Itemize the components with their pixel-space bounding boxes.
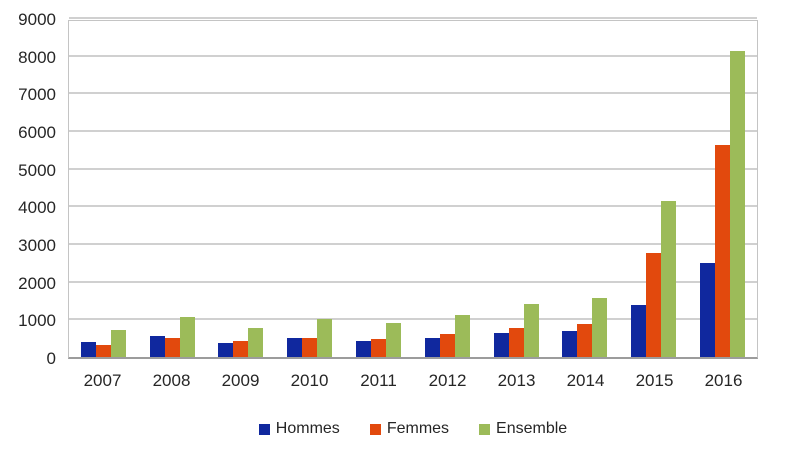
x-tick-label-2009: 2009 [221, 371, 260, 390]
legend-label-ensemble: Ensemble [496, 420, 568, 437]
x-tick-label-2013: 2013 [497, 371, 536, 390]
legend-label-hommes: Hommes [275, 420, 340, 437]
bar-femmes-2012 [439, 334, 455, 357]
bar-group-2016 [688, 21, 757, 357]
bar-hommes-2015 [631, 305, 647, 357]
bar-ensemble-2008 [179, 317, 195, 357]
gridline-2000 [69, 280, 757, 283]
bar-ensemble-2009 [248, 327, 264, 357]
bar-hommes-2014 [562, 330, 578, 357]
gridline-1000 [69, 318, 757, 321]
y-tick-label-2000: 2000 [18, 273, 56, 293]
bar-group-2013 [482, 21, 551, 357]
bar-group-2015 [619, 21, 688, 357]
bar-hommes-2009 [218, 343, 234, 357]
x-tick-label-2014: 2014 [566, 371, 605, 390]
bar-ensemble-2016 [730, 50, 746, 357]
bar-group-2012 [413, 21, 482, 357]
legend: Hommes Femmes Ensemble [68, 420, 758, 438]
x-tick-label-2016: 2016 [704, 371, 743, 390]
bar-femmes-2014 [577, 324, 593, 357]
bar-femmes-2016 [715, 145, 731, 357]
x-tick-label-2007: 2007 [83, 371, 122, 390]
legend-item-femmes: Femmes [369, 420, 450, 438]
y-axis: 0 1000 2000 3000 4000 5000 6000 7000 8000 9000 [0, 11, 56, 368]
y-tick-label-0: 0 [46, 349, 56, 368]
bar-ensemble-2007 [110, 330, 126, 357]
bar-hommes-2011 [356, 341, 372, 357]
y-tick-label-9000: 9000 [18, 10, 56, 29]
x-tick-label-2011: 2011 [360, 371, 397, 390]
bar-group-2007 [69, 21, 138, 357]
bar-femmes-2015 [646, 253, 662, 357]
bar-femmes-2008 [164, 338, 180, 357]
bar-group-2008 [138, 21, 207, 357]
bar-femmes-2010 [302, 337, 318, 357]
bar-group-2009 [207, 21, 276, 357]
x-tick-label-2015: 2015 [635, 371, 674, 390]
bar-hommes-2016 [700, 262, 716, 357]
bar-ensemble-2010 [317, 318, 333, 357]
gridline-8000 [69, 54, 757, 57]
bar-hommes-2012 [424, 337, 440, 357]
legend-swatch-femmes [369, 423, 381, 435]
bar-ensemble-2014 [592, 298, 608, 357]
y-tick-label-4000: 4000 [18, 198, 56, 218]
gridline-7000 [69, 92, 757, 95]
bar-femmes-2009 [233, 341, 249, 357]
plot-area [68, 17, 758, 359]
x-tick-label-2010: 2010 [290, 371, 329, 390]
y-tick-label-8000: 8000 [18, 47, 56, 67]
gridline-5000 [69, 167, 757, 170]
bar-hommes-2008 [149, 336, 165, 357]
bar-hommes-2010 [287, 338, 303, 357]
bar-ensemble-2013 [523, 304, 539, 357]
y-tick-label-1000: 1000 [18, 311, 56, 331]
legend-label-femmes: Femmes [386, 420, 450, 437]
bar-femmes-2013 [508, 328, 524, 357]
bar-group-2011 [344, 21, 413, 357]
gridline-3000 [69, 243, 757, 245]
gridline-6000 [69, 130, 757, 132]
legend-item-ensemble: Ensemble [479, 420, 567, 438]
bar-group-2014 [551, 21, 620, 357]
y-tick-label-6000: 6000 [18, 123, 56, 142]
x-axis: 2007 2008 2009 2010 2011 2012 2013 2014 2015 2016 [68, 371, 758, 391]
bar-femmes-2007 [95, 344, 111, 357]
bar-ensemble-2012 [454, 314, 470, 357]
legend-item-hommes: Hommes [258, 420, 340, 438]
y-tick-label-3000: 3000 [18, 236, 56, 255]
bar-group-2010 [275, 21, 344, 357]
y-tick-label-5000: 5000 [18, 160, 56, 180]
gridline-4000 [69, 205, 757, 208]
y-tick-label-7000: 7000 [18, 85, 56, 105]
bar-hommes-2013 [493, 333, 509, 357]
bar-ensemble-2015 [661, 201, 677, 357]
bar-ensemble-2011 [386, 323, 402, 357]
gridline-9000 [69, 17, 757, 19]
bar-hommes-2007 [80, 342, 96, 357]
x-tick-label-2008: 2008 [152, 371, 191, 390]
legend-swatch-ensemble [479, 423, 491, 435]
legend-swatch-hommes [258, 423, 270, 435]
bar-femmes-2011 [371, 339, 387, 357]
x-tick-label-2012: 2012 [428, 371, 467, 390]
